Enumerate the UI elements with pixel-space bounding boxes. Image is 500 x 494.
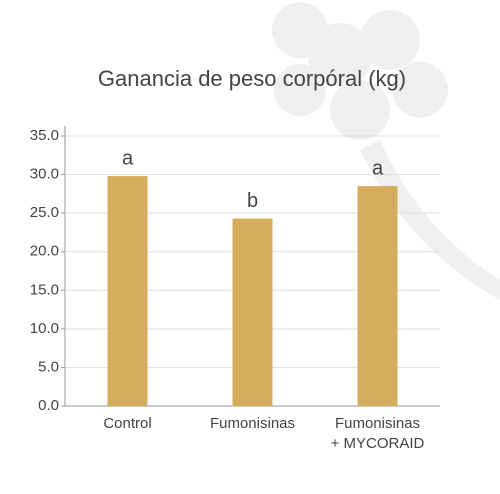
- y-tick-label: 0.0: [38, 397, 59, 414]
- bar: [107, 176, 148, 406]
- y-tick-label: 10.0: [30, 320, 59, 337]
- y-tick-label: 30.0: [30, 166, 59, 183]
- y-tick-label: 5.0: [38, 358, 59, 375]
- y-tick-label: 15.0: [30, 281, 59, 298]
- bar: [232, 218, 273, 406]
- bar: [357, 186, 398, 406]
- y-tick-label: 25.0: [30, 204, 59, 221]
- x-tick-label: Fumonisinas + MYCORAID: [330, 415, 425, 452]
- annotation: a: [122, 147, 134, 169]
- annotation: b: [247, 190, 258, 212]
- y-tick-label: 20.0: [30, 243, 59, 260]
- annotation: a: [372, 157, 384, 179]
- y-tick-label: 35.0: [30, 127, 59, 144]
- x-tick-label: Control: [103, 415, 152, 432]
- chart-title: Ganancia de peso corpóral (kg): [98, 66, 406, 91]
- background-decoration: [272, 2, 500, 300]
- x-tick-label: Fumonisinas: [209, 415, 296, 432]
